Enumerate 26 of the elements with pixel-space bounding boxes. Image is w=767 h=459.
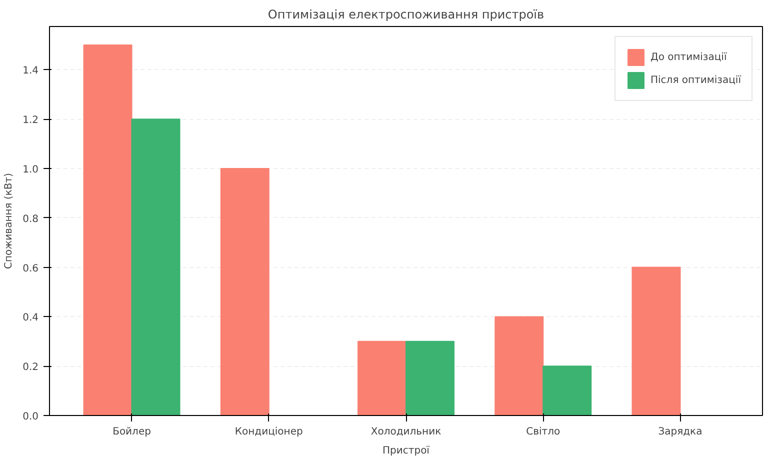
x-tick-label: Зарядка: [658, 426, 702, 438]
bar: [83, 44, 132, 416]
bar: [406, 340, 454, 416]
legend-label: Після оптимізації: [650, 74, 741, 86]
x-tick-label: Холодильник: [370, 426, 442, 438]
bar: [358, 340, 406, 416]
y-tick-label: 0.2: [22, 362, 39, 374]
x-tick-label: Бойлер: [112, 426, 151, 438]
y-tick-label: 0.8: [22, 214, 39, 225]
y-axis-title: Споживання (кВт): [4, 172, 15, 269]
chart-title: Оптимізація електроспоживання пристроїв: [268, 8, 544, 22]
y-tick-label: 0.0: [22, 412, 39, 422]
x-tick-label: Світло: [526, 426, 560, 438]
x-axis-title: Пристрої: [382, 446, 430, 456]
bar: [632, 266, 681, 416]
y-tick-label: 1.4: [22, 66, 39, 77]
bar: [131, 118, 180, 416]
x-tick-label: Кондиціонер: [234, 426, 303, 438]
y-tick-label: 0.6: [22, 263, 39, 274]
y-tick-label: 1.2: [22, 115, 39, 126]
bar: [494, 316, 544, 416]
bar: [220, 168, 270, 416]
bar: [542, 366, 592, 416]
y-tick-label: 0.4: [22, 312, 39, 324]
y-tick-label: 1.0: [22, 164, 39, 176]
legend-label: До оптимізації: [650, 52, 727, 62]
